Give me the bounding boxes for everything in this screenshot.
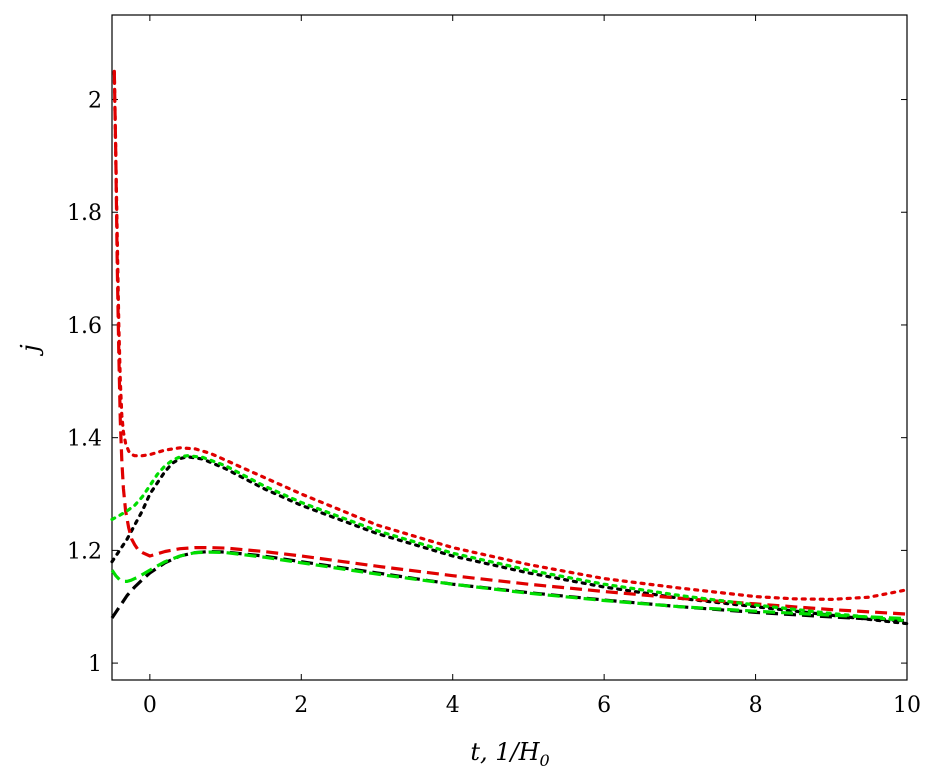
x-tick-label: 6 (597, 693, 611, 718)
x-tick-label: 0 (143, 693, 157, 718)
y-axis-label: j (16, 344, 44, 357)
series-layer (110, 69, 909, 626)
x-axis-label: t, 1/H0 (470, 738, 549, 770)
series-line-4 (112, 69, 909, 602)
y-tick-label: 2 (88, 89, 102, 114)
x-tick-label: 2 (294, 693, 308, 718)
y-tick-label: 1.8 (67, 201, 102, 226)
y-tick-label: 1.2 (67, 539, 102, 564)
y-axis-ticks: 1 1.2 1.4 1.6 1.8 2 (67, 89, 907, 677)
y-tick-label: 1 (88, 652, 102, 677)
x-tick-label: 10 (893, 693, 921, 718)
x-tick-label: 8 (749, 693, 763, 718)
series-line-3 (112, 71, 908, 616)
series-line-5 (110, 550, 908, 621)
x-tick-label: 4 (446, 693, 460, 718)
y-tick-label: 1.4 (67, 427, 102, 452)
y-tick-label: 1.6 (67, 314, 102, 339)
series-line-1 (110, 549, 908, 623)
x-axis-ticks: 0 2 4 6 8 10 (143, 15, 921, 718)
series-line-6 (110, 454, 909, 623)
plot-frame (111, 14, 908, 681)
